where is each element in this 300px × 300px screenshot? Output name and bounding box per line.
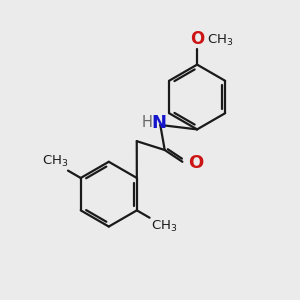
Text: O: O — [190, 30, 204, 48]
Text: CH$_3$: CH$_3$ — [207, 33, 234, 48]
Text: N: N — [151, 114, 166, 132]
Text: H: H — [141, 115, 152, 130]
Text: CH$_3$: CH$_3$ — [151, 219, 178, 234]
Text: O: O — [188, 154, 203, 172]
Text: CH$_3$: CH$_3$ — [41, 154, 68, 170]
